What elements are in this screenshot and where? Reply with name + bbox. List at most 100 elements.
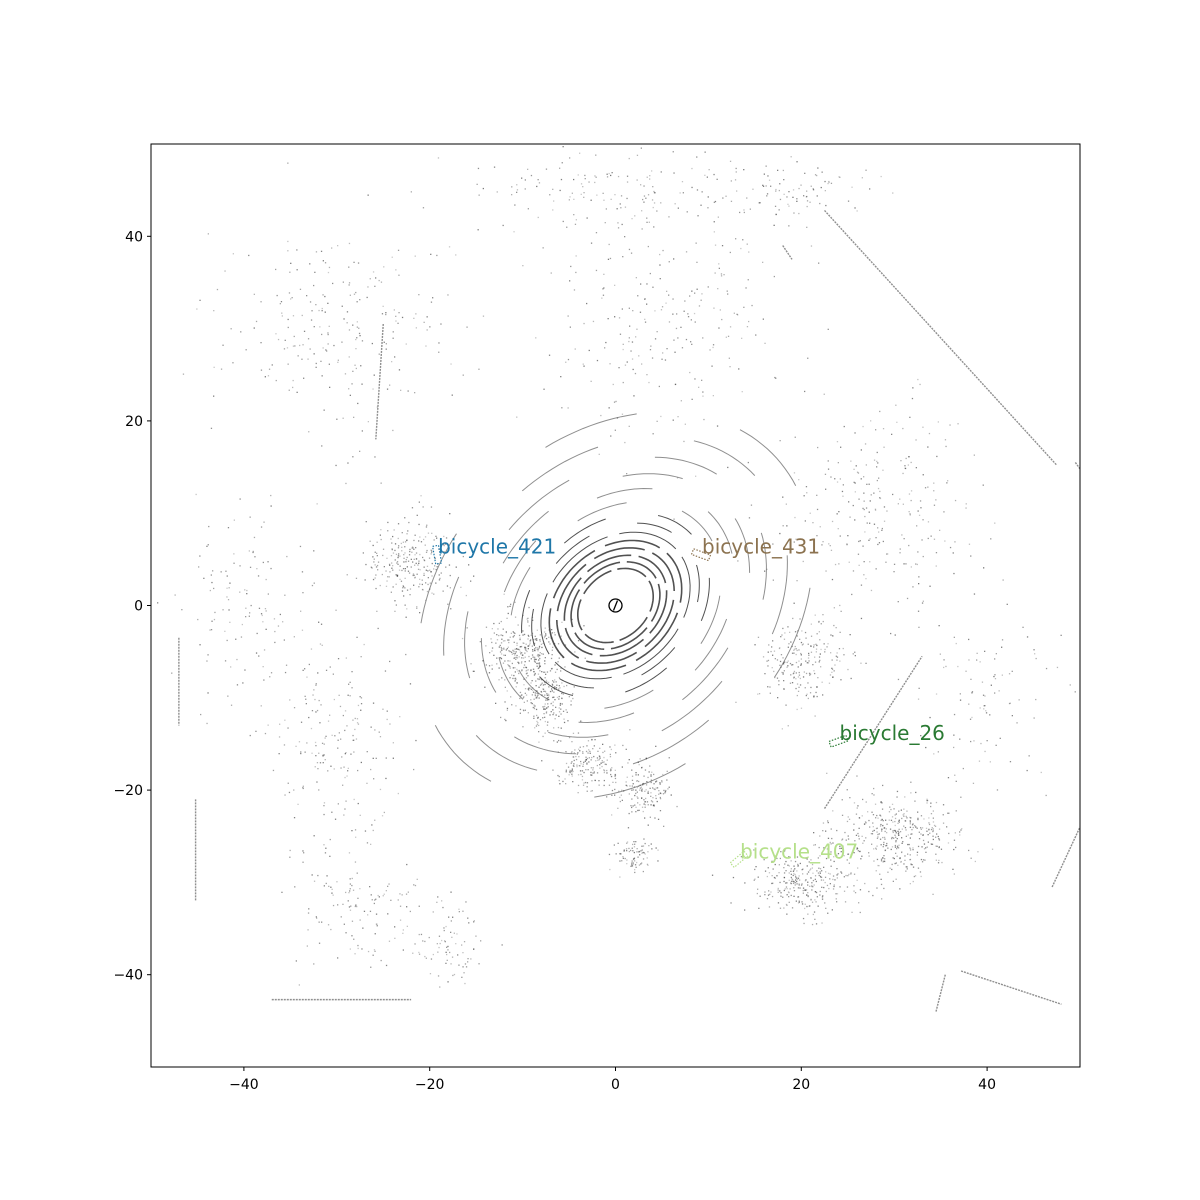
lidar-point — [472, 670, 474, 672]
lidar-point — [224, 270, 226, 272]
lidar-point — [331, 888, 333, 890]
lidar-point — [814, 899, 816, 901]
lidar-point — [573, 765, 575, 767]
lidar-point — [353, 416, 355, 418]
lidar-point — [825, 857, 828, 860]
lidar-point — [615, 853, 617, 855]
lidar-point — [482, 187, 484, 190]
lidar-point — [628, 793, 630, 795]
lidar-point — [396, 561, 399, 563]
lidar-point — [403, 561, 405, 563]
lidar-point — [295, 745, 297, 747]
lidar-point — [744, 882, 746, 884]
lidar-point — [829, 873, 831, 875]
lidar-point — [333, 698, 335, 701]
lidar-point — [817, 872, 820, 874]
lidar-point — [438, 342, 440, 344]
lidar-point — [510, 696, 512, 698]
lidar-point — [392, 337, 394, 339]
lidar-point — [651, 801, 654, 803]
lidar-point — [884, 838, 886, 840]
lidar-point — [829, 883, 831, 885]
lidar-point — [498, 667, 500, 669]
lidar-point — [406, 608, 408, 610]
lidar-point — [625, 781, 627, 783]
lidar-point — [327, 343, 329, 345]
lidar-point — [788, 643, 790, 645]
lidar-point — [536, 639, 538, 641]
lidar-point — [798, 686, 800, 688]
lidar-point — [611, 789, 614, 792]
lidar-point — [414, 255, 416, 257]
lidar-point — [797, 887, 800, 889]
lidar-point — [741, 337, 743, 339]
lidar-point — [635, 806, 637, 808]
lidar-point — [210, 574, 212, 576]
lidar-point — [534, 638, 537, 640]
lidar-point — [403, 557, 405, 559]
lidar-point — [909, 848, 912, 850]
lidar-point — [770, 650, 772, 653]
lidar-point — [333, 344, 335, 347]
lidar-point — [318, 699, 320, 702]
lidar-point — [348, 388, 350, 390]
lidar-point — [912, 866, 915, 868]
lidar-point — [984, 650, 986, 652]
lidar-point — [418, 933, 420, 936]
lidar-point — [408, 521, 410, 524]
lidar-point — [942, 804, 945, 806]
lidar-point — [514, 671, 516, 673]
lidar-point — [788, 896, 790, 898]
lidar-point — [886, 842, 888, 845]
lidar-point — [902, 472, 904, 475]
lidar-point — [850, 677, 852, 680]
lidar-point — [307, 358, 309, 360]
lidar-point — [508, 665, 510, 667]
lidar-point — [405, 616, 407, 618]
lidar-point — [579, 765, 581, 767]
point-cluster — [281, 819, 443, 986]
lidar-point — [712, 346, 714, 349]
lidar-point — [548, 354, 551, 356]
lidar-point — [225, 570, 227, 572]
lidar-point — [639, 804, 641, 806]
lidar-point — [357, 769, 359, 772]
lidar-point — [830, 851, 832, 853]
lidar-point — [583, 761, 585, 763]
lidar-point — [284, 719, 286, 721]
lidar-point — [854, 892, 857, 894]
lidar-point — [389, 564, 391, 566]
lidar-point — [359, 919, 361, 921]
lidar-point — [530, 688, 532, 690]
lidar-point — [306, 742, 308, 744]
lidar-point — [918, 514, 921, 516]
lidar-point — [387, 530, 389, 532]
lidar-point — [585, 759, 587, 761]
lidar-point — [782, 672, 784, 674]
lidar-point — [308, 431, 310, 433]
lidar-point — [629, 785, 631, 787]
lidar-point — [938, 846, 940, 848]
lidar-point — [569, 771, 571, 773]
lidar-point — [932, 835, 934, 837]
lidar-point — [901, 842, 903, 844]
lidar-point — [824, 648, 826, 651]
lidar-point — [571, 192, 573, 194]
lidar-point — [621, 223, 623, 226]
lidar-point — [530, 634, 532, 636]
lidar-point — [230, 328, 232, 330]
lidar-point — [385, 348, 387, 350]
lidar-point — [617, 842, 619, 844]
lidar-point — [775, 377, 777, 379]
lidar-point — [417, 564, 419, 566]
lidar-point — [812, 664, 814, 666]
lidar-point — [379, 736, 382, 738]
lidar-point — [635, 336, 637, 338]
lidar-point — [249, 516, 251, 518]
lidar-point — [548, 641, 550, 643]
lidar-point — [783, 688, 785, 690]
lidar-point — [406, 566, 408, 568]
lidar-point — [226, 596, 228, 598]
lidar-point — [636, 179, 638, 181]
lidar-point — [911, 833, 913, 835]
